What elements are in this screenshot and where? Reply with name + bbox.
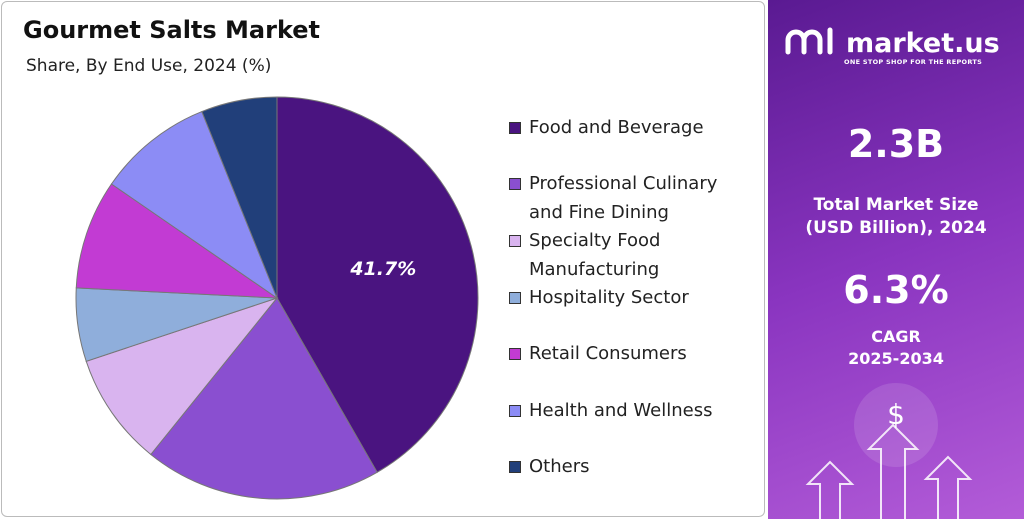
slice-label: 41.7% <box>349 258 416 280</box>
legend-label: Health and Wellness <box>529 400 713 421</box>
pie-slice <box>201 96 278 299</box>
legend-label: Food and Beverage <box>529 117 704 138</box>
legend-swatch <box>509 122 521 134</box>
panel-decoration <box>785 27 973 519</box>
pie-slice <box>150 297 378 500</box>
legend-item: Retail Consumers <box>509 339 729 368</box>
pie-chart: 41.7% <box>75 96 479 500</box>
pie-slice <box>110 110 279 300</box>
cagr-period: 2025-2034 <box>848 349 944 368</box>
legend-item: Others <box>509 452 729 481</box>
info-panel: market.us ONE STOP SHOP FOR THE REPORTS … <box>768 0 1024 519</box>
legend-swatch <box>509 405 521 417</box>
legend-swatch <box>509 178 521 190</box>
chart-subtitle: Share, By End Use, 2024 (%) <box>26 56 272 76</box>
pie-slice <box>276 96 479 473</box>
legend-swatch <box>509 461 521 473</box>
legend-label: Professional Culinary and Fine Dining <box>529 173 718 223</box>
legend-item: Specialty Food Manufacturing <box>509 226 729 284</box>
legend-label: Others <box>529 456 590 477</box>
chart-title: Gourmet Salts Market <box>23 16 321 44</box>
cagr-label: CAGR <box>871 327 921 346</box>
legend-label: Retail Consumers <box>529 343 687 364</box>
legend-item: Health and Wellness <box>509 396 729 425</box>
chart-area: Gourmet Salts Market Share, By End Use, … <box>1 1 765 517</box>
legend-item: Hospitality Sector <box>509 283 729 312</box>
tagline: ONE STOP SHOP FOR THE REPORTS <box>844 58 983 66</box>
dollar-icon: $ <box>887 398 905 431</box>
legend-item: Professional Culinary and Fine Dining <box>509 169 729 227</box>
cagr-value: 6.3% <box>843 268 949 312</box>
pie-slice <box>75 183 279 299</box>
legend-label: Specialty Food Manufacturing <box>529 230 661 280</box>
logo: market.us <box>846 28 1000 59</box>
pie-slice <box>85 296 279 456</box>
market-size: 2.3B <box>847 122 945 166</box>
legend-item: Food and Beverage <box>509 113 729 142</box>
legend-swatch <box>509 235 521 247</box>
legend-swatch <box>509 348 521 360</box>
legend-label: Hospitality Sector <box>529 287 689 308</box>
market-size-label: Total Market Size (USD Billion), 2024 <box>805 195 987 238</box>
legend-swatch <box>509 292 521 304</box>
